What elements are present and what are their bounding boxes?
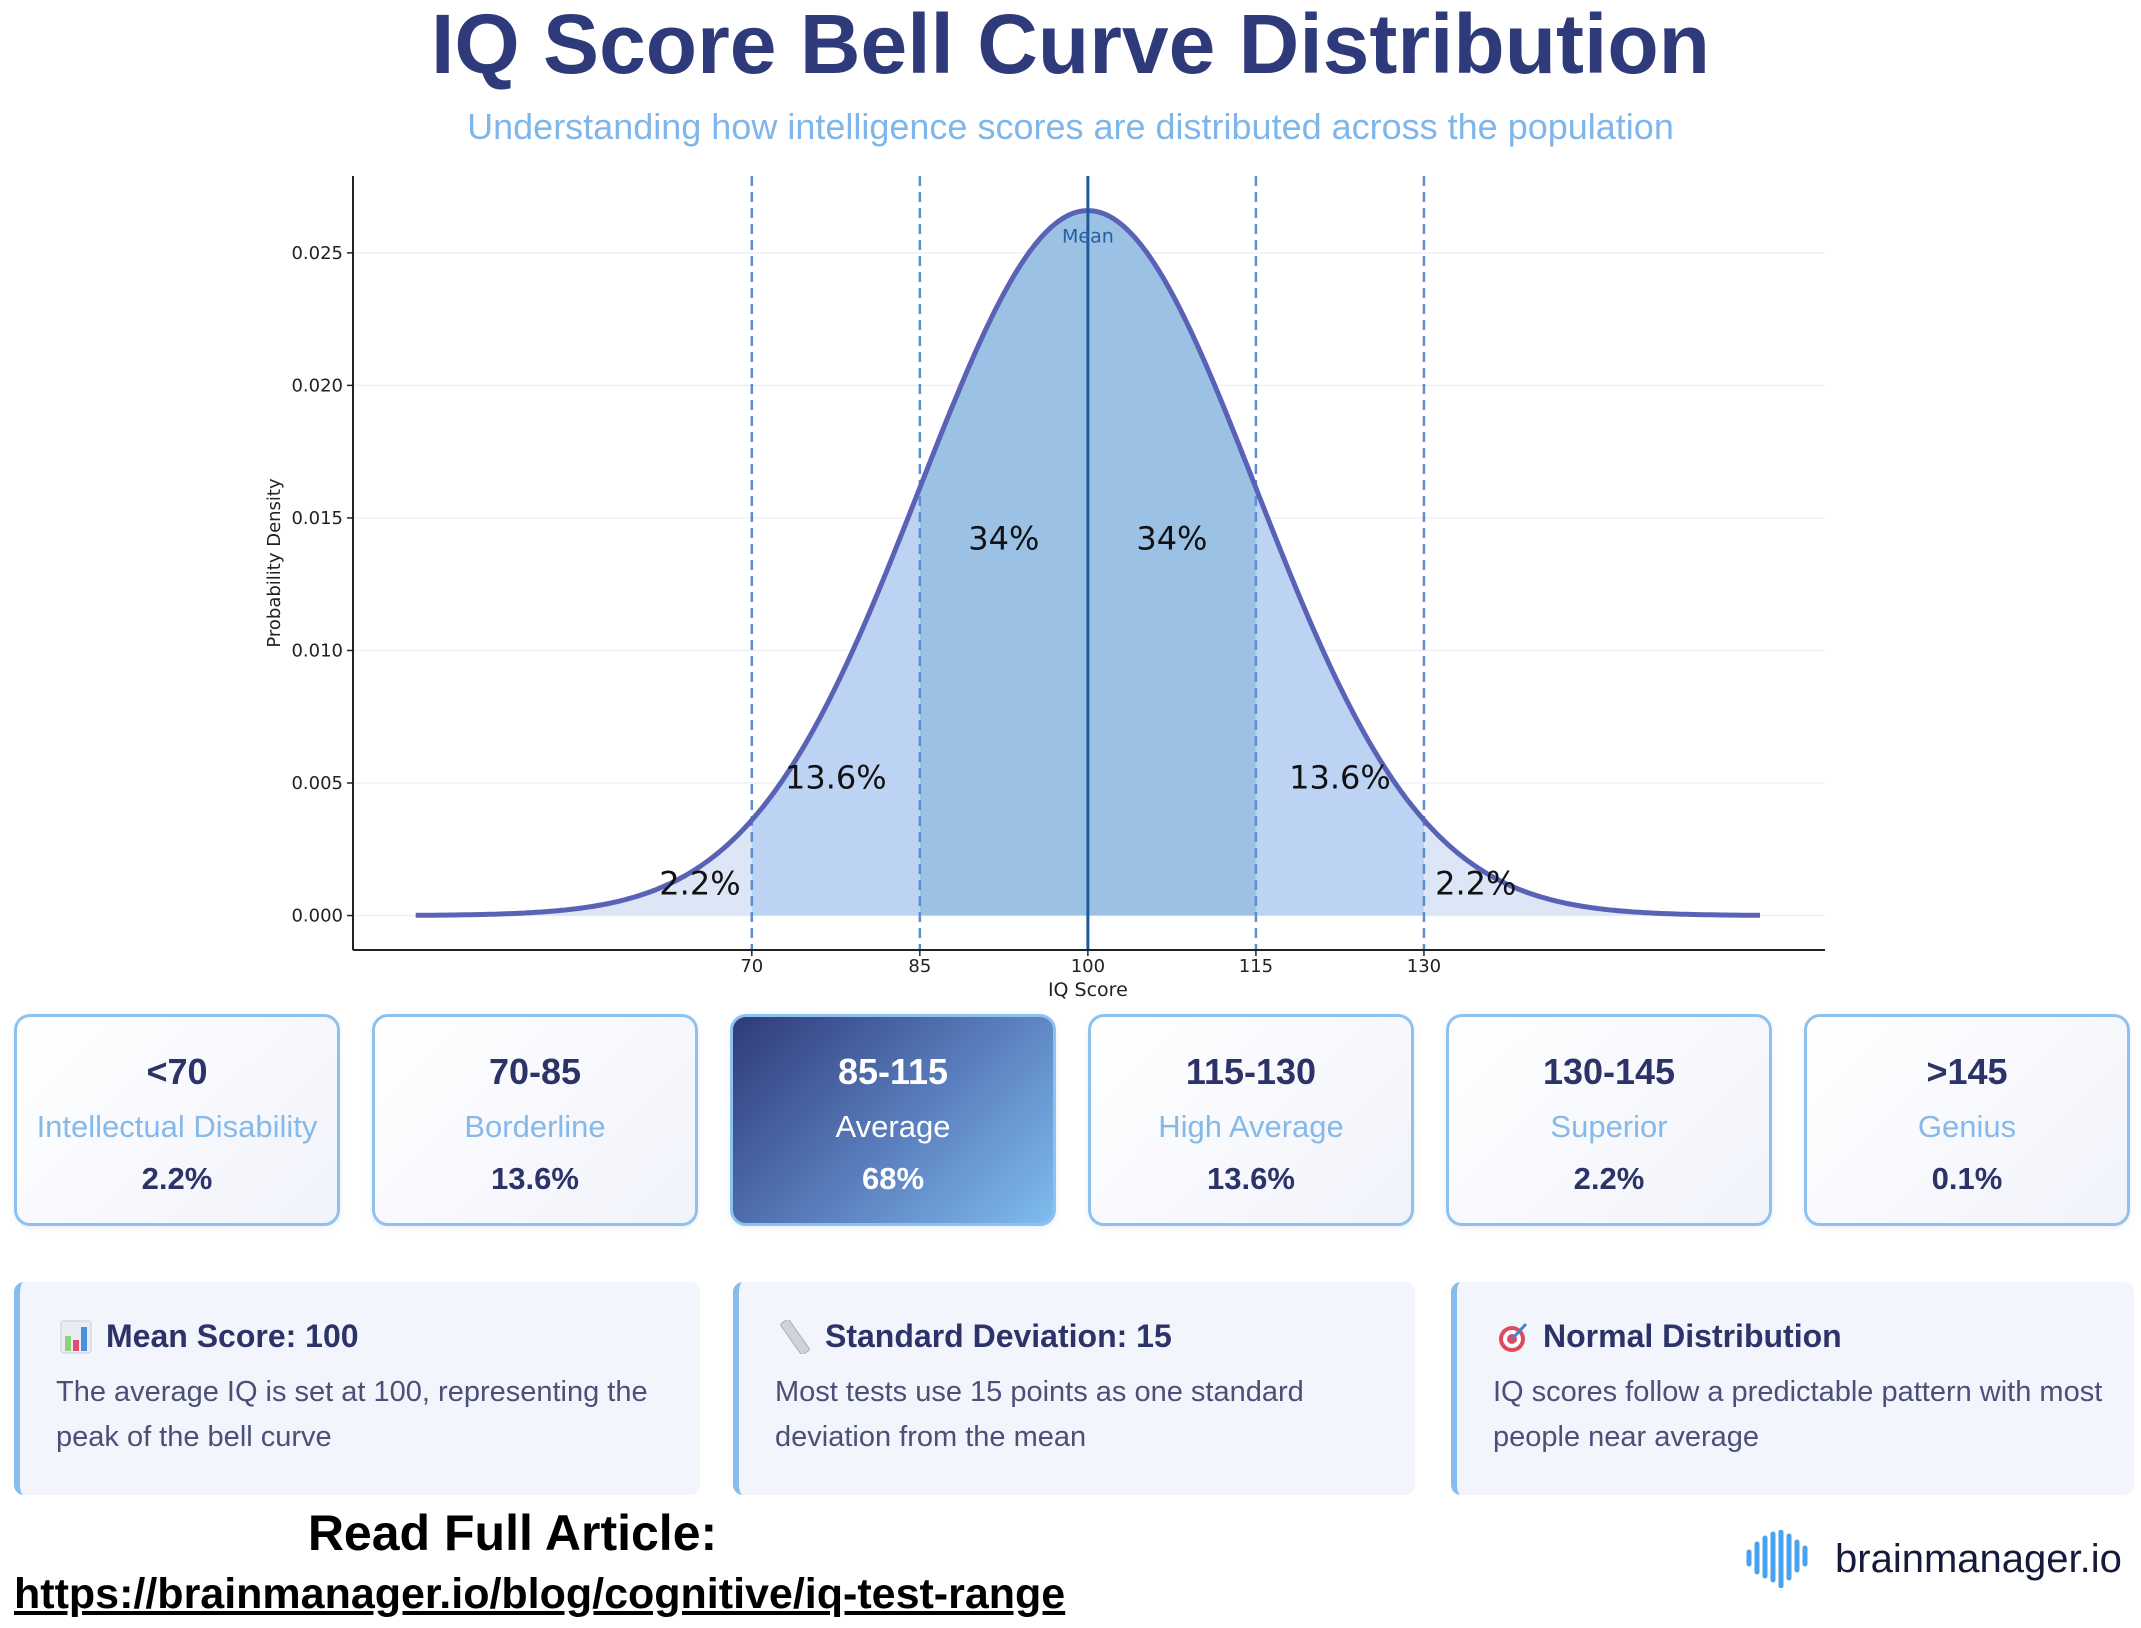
info-title: Mean Score: 100 xyxy=(106,1318,359,1354)
category-card: 70-85 Borderline 13.6% xyxy=(372,1014,698,1226)
page-title: IQ Score Bell Curve Distribution xyxy=(431,0,1710,91)
category-percent: 13.6% xyxy=(491,1161,579,1196)
category-range: 85-115 xyxy=(837,1051,949,1092)
y-tick-label: 0.015 xyxy=(291,508,343,529)
region-percent-label: 34% xyxy=(968,520,1039,558)
region-percent-label: 13.6% xyxy=(785,758,887,796)
category-percent: 68% xyxy=(861,1161,925,1196)
info-card-normal: Normal Distribution IQ scores follow a p… xyxy=(1451,1282,2134,1495)
region-percent-label: 34% xyxy=(1136,520,1207,558)
info-card-mean: Mean Score: 100 The average IQ is set at… xyxy=(14,1282,700,1495)
article-link[interactable]: https://brainmanager.io/blog/cognitive/i… xyxy=(14,1570,1066,1618)
region-fill xyxy=(1423,820,1761,916)
region-fill xyxy=(1087,210,1256,916)
y-axis-label: Probability Density xyxy=(264,478,285,648)
category-range: 130-145 xyxy=(1542,1051,1676,1092)
info-body: The average IQ is set at 100, representi… xyxy=(56,1376,648,1453)
bar-chart-icon xyxy=(60,1320,92,1354)
soundwave-logo-icon xyxy=(1746,1530,1808,1588)
region-percent-label: 2.2% xyxy=(1435,864,1516,902)
bell-curve-chart: Mean 2.2% 13.6% 34% 34% 13.6% 2.2% 0.000 0.005 0.… xyxy=(264,176,1825,1001)
category-label: Genius xyxy=(1917,1109,2017,1144)
category-label: Borderline xyxy=(464,1109,606,1144)
category-range: <70 xyxy=(146,1051,208,1092)
category-percent: 2.2% xyxy=(1573,1161,1645,1196)
y-tick-label: 0.005 xyxy=(291,773,343,794)
x-tick-label: 115 xyxy=(1239,956,1273,977)
category-percent: 2.2% xyxy=(141,1161,213,1196)
info-title: Normal Distribution xyxy=(1543,1318,1842,1354)
info-title: Standard Deviation: 15 xyxy=(825,1318,1172,1354)
category-card: 130-145 Superior 2.2% xyxy=(1446,1014,1772,1226)
category-range: 115-130 xyxy=(1185,1051,1317,1092)
ruler-icon xyxy=(779,1318,811,1355)
read-more-heading: Read Full Article: xyxy=(307,1505,718,1561)
x-axis-label: IQ Score xyxy=(1048,979,1128,1001)
category-percent: 0.1% xyxy=(1931,1161,2003,1196)
y-tick-label: 0.025 xyxy=(291,243,343,264)
category-label: Intellectual Disability xyxy=(36,1109,318,1144)
category-label: Average xyxy=(835,1109,951,1144)
region-percent-label: 13.6% xyxy=(1289,758,1391,796)
x-tick-label: 100 xyxy=(1071,956,1105,977)
region-percent-label: 2.2% xyxy=(659,864,740,902)
category-card-highlighted: 85-115 Average 68% xyxy=(730,1014,1056,1226)
x-tick-label: 130 xyxy=(1407,956,1441,977)
category-label: Superior xyxy=(1550,1109,1668,1144)
category-card: >145 Genius 0.1% xyxy=(1804,1014,2130,1226)
x-tick-label: 70 xyxy=(740,956,763,977)
category-percent: 13.6% xyxy=(1207,1161,1295,1196)
category-card: 115-130 High Average 13.6% xyxy=(1088,1014,1414,1226)
category-range: 70-85 xyxy=(488,1051,582,1092)
page-subtitle: Understanding how intelligence scores ar… xyxy=(467,106,1674,147)
mean-label: Mean xyxy=(1062,226,1114,248)
info-card-sd: Standard Deviation: 15 Most tests use 15… xyxy=(733,1282,1415,1495)
category-label: High Average xyxy=(1158,1109,1344,1144)
y-tick-label: 0.000 xyxy=(291,906,343,927)
y-tick-label: 0.020 xyxy=(291,375,343,396)
category-range: >145 xyxy=(1926,1051,2008,1092)
target-icon xyxy=(1497,1320,1529,1354)
brand-name: brainmanager.io xyxy=(1835,1536,2122,1581)
y-tick-label: 0.010 xyxy=(291,640,343,661)
region-fill xyxy=(415,820,752,916)
category-card: <70 Intellectual Disability 2.2% xyxy=(14,1014,340,1226)
brand-logo: brainmanager.io xyxy=(1745,1530,2122,1588)
info-body: IQ scores follow a predictable pattern w… xyxy=(1493,1376,2103,1453)
x-tick-label: 85 xyxy=(908,956,931,977)
region-fill xyxy=(919,210,1088,916)
info-body: Most tests use 15 points as one standard… xyxy=(775,1376,1304,1453)
